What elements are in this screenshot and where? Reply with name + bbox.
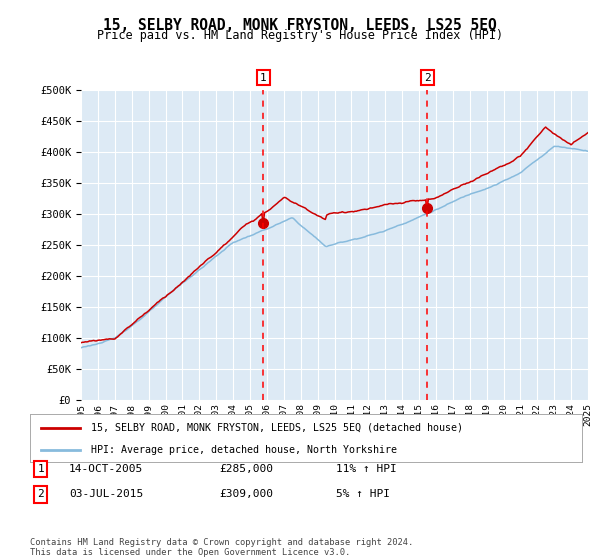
Text: 14-OCT-2005: 14-OCT-2005 — [69, 464, 143, 474]
Text: 11% ↑ HPI: 11% ↑ HPI — [336, 464, 397, 474]
Text: Contains HM Land Registry data © Crown copyright and database right 2024.
This d: Contains HM Land Registry data © Crown c… — [30, 538, 413, 557]
Text: 15, SELBY ROAD, MONK FRYSTON, LEEDS, LS25 5EQ: 15, SELBY ROAD, MONK FRYSTON, LEEDS, LS2… — [103, 18, 497, 33]
Text: 03-JUL-2015: 03-JUL-2015 — [69, 489, 143, 500]
Text: 5% ↑ HPI: 5% ↑ HPI — [336, 489, 390, 500]
Text: £309,000: £309,000 — [219, 489, 273, 500]
Text: HPI: Average price, detached house, North Yorkshire: HPI: Average price, detached house, Nort… — [91, 445, 397, 455]
Text: 2: 2 — [37, 489, 44, 500]
Text: 15, SELBY ROAD, MONK FRYSTON, LEEDS, LS25 5EQ (detached house): 15, SELBY ROAD, MONK FRYSTON, LEEDS, LS2… — [91, 423, 463, 433]
Text: 1: 1 — [37, 464, 44, 474]
Text: £285,000: £285,000 — [219, 464, 273, 474]
Text: Price paid vs. HM Land Registry's House Price Index (HPI): Price paid vs. HM Land Registry's House … — [97, 29, 503, 42]
Text: 1: 1 — [260, 73, 267, 83]
Text: 2: 2 — [424, 73, 431, 83]
